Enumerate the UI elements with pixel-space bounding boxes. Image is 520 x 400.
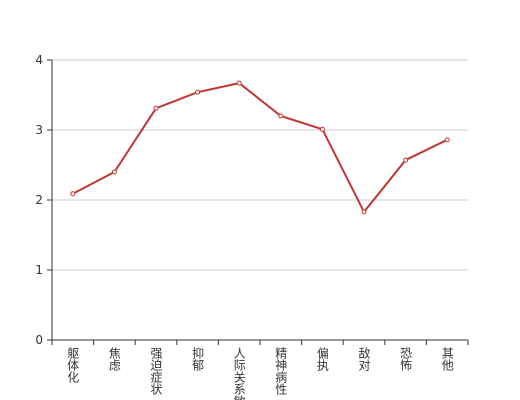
point — [403, 157, 409, 163]
x-tick-label: 精神病性 — [274, 347, 288, 396]
x-tick-label: 人际关系敏感 — [232, 347, 246, 400]
point — [444, 137, 450, 143]
point — [236, 80, 242, 86]
point — [111, 169, 117, 175]
x-tick-label: 恐怖 — [399, 347, 413, 371]
point — [70, 191, 76, 197]
x-tick-label: 抑郁 — [191, 346, 205, 372]
x-tick-label: 其他 — [440, 347, 454, 371]
point — [153, 105, 159, 111]
point — [195, 89, 201, 95]
y-tick-label: 4 — [35, 53, 43, 67]
line — [72, 82, 448, 214]
y-tick-label: 0 — [35, 333, 43, 347]
y-tick-label: 3 — [35, 123, 43, 137]
point — [319, 126, 325, 132]
y-tick-label: 2 — [35, 193, 43, 207]
point — [361, 209, 367, 215]
point — [278, 113, 284, 119]
x-tick-label: 躯体化 — [66, 346, 80, 384]
x-tick-label: 强迫症状 — [149, 347, 163, 395]
x-tick-label: 敌对 — [357, 346, 371, 371]
x-tick-label: 偏执 — [315, 346, 329, 372]
x-tick-label: 焦虑 — [107, 347, 121, 371]
y-tick-label: 1 — [35, 263, 43, 277]
